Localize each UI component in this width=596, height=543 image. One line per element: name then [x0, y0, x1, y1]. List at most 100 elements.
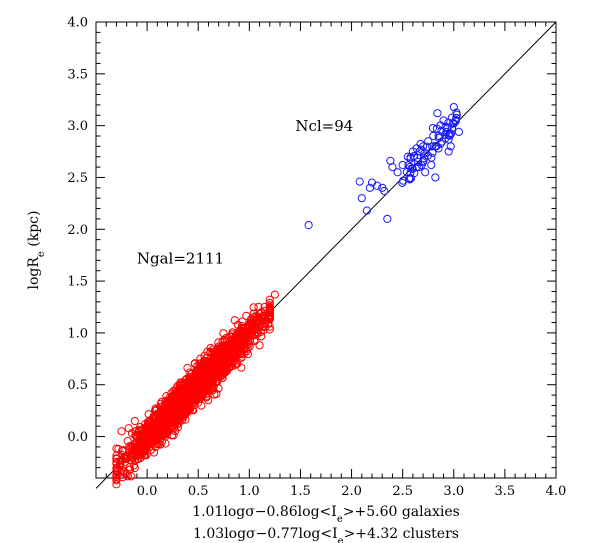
- clusters-point: [447, 113, 456, 122]
- galaxies-point: [155, 435, 164, 445]
- clusters-point: [417, 161, 426, 170]
- galaxies-point: [253, 329, 263, 338]
- galaxies-point: [237, 353, 246, 362]
- galaxies-point: [202, 392, 211, 401]
- clusters-point: [355, 177, 364, 186]
- clusters-point: [427, 160, 436, 170]
- galaxies-point: [223, 359, 233, 368]
- galaxies-point: [174, 386, 183, 395]
- clusters-point: [437, 137, 447, 146]
- x-tick-label: 1.0: [239, 484, 260, 499]
- galaxies-point: [191, 368, 200, 377]
- galaxies-point: [217, 366, 226, 375]
- series-clusters: [304, 102, 463, 230]
- clusters-point: [393, 168, 402, 177]
- galaxies-point: [183, 393, 193, 402]
- x-axis-label-line2: 1.03logσ−0.77log<Ie>+4.32 clusters: [193, 526, 459, 543]
- galaxies-point: [112, 480, 121, 489]
- clusters-point: [406, 162, 415, 172]
- clusters-point: [424, 137, 433, 146]
- galaxies-point: [121, 453, 131, 462]
- annotations: Ngal=2111 Ncl=94: [137, 117, 353, 268]
- clusters-point: [415, 147, 424, 156]
- x-tick-label: 1.5: [290, 484, 311, 499]
- x-tick-label: 4.0: [546, 484, 567, 499]
- galaxies-point: [121, 457, 130, 467]
- galaxies-point: [189, 388, 198, 397]
- axis-labels: 1.01logσ−0.86log<Ie>+5.60 galaxies1.03lo…: [26, 210, 460, 543]
- galaxies-point: [202, 372, 212, 381]
- clusters-point: [380, 186, 389, 196]
- galaxies-point: [197, 392, 206, 401]
- galaxies-point: [112, 466, 121, 475]
- y-tick-label: 1.0: [67, 326, 88, 341]
- x-tick-label: 0.0: [137, 484, 158, 499]
- clusters-point: [452, 108, 461, 117]
- clusters-point: [428, 142, 437, 151]
- galaxies-point: [142, 426, 151, 435]
- clusters-point: [362, 206, 371, 215]
- galaxies-point: [129, 461, 139, 470]
- y-tick-label: 0.0: [67, 430, 88, 445]
- galaxies-point: [203, 373, 212, 382]
- clusters-point: [429, 131, 438, 141]
- clusters-point: [417, 145, 426, 154]
- clusters-point: [447, 124, 457, 133]
- galaxies-point: [176, 401, 185, 410]
- galaxies-point: [157, 410, 166, 419]
- galaxies-point: [265, 308, 274, 318]
- galaxies-point: [203, 347, 212, 356]
- galaxies-point: [176, 412, 186, 421]
- galaxies-point: [270, 290, 279, 299]
- clusters-point: [398, 160, 407, 170]
- galaxies-point: [223, 348, 232, 357]
- galaxies-point: [171, 414, 181, 423]
- galaxies-point: [256, 317, 265, 326]
- galaxies-point: [131, 447, 140, 456]
- x-tick-label: 3.5: [495, 484, 516, 499]
- galaxies-point: [112, 454, 121, 464]
- clusters-point: [406, 153, 415, 162]
- clusters-point: [357, 194, 366, 203]
- galaxies-point: [118, 446, 127, 456]
- galaxies-point: [228, 328, 237, 337]
- galaxies-point: [131, 427, 140, 436]
- clusters-point: [304, 221, 313, 230]
- clusters-point: [454, 127, 463, 136]
- y-tick-label: 4.0: [67, 16, 88, 31]
- galaxies-point: [243, 334, 253, 343]
- galaxies-point: [219, 360, 228, 369]
- galaxies-point: [237, 363, 246, 372]
- clusters-point: [373, 181, 382, 190]
- galaxies-point: [265, 298, 274, 308]
- y-tick-label: 3.0: [67, 119, 88, 134]
- galaxies-point: [201, 357, 210, 366]
- galaxies-point: [213, 360, 222, 369]
- galaxies-point: [123, 472, 132, 481]
- annotation-label: Ncl=94: [295, 117, 353, 135]
- galaxies-point: [205, 378, 214, 387]
- galaxies-point: [197, 374, 207, 384]
- galaxies-point: [236, 338, 245, 347]
- x-tick-label: 2.5: [392, 484, 413, 499]
- annotation-label: Ngal=2111: [137, 249, 224, 267]
- galaxies-point: [242, 311, 251, 320]
- galaxies-point: [230, 345, 239, 354]
- series-galaxies: [112, 290, 279, 489]
- galaxies-point: [265, 306, 274, 315]
- galaxies-point: [162, 399, 171, 408]
- clusters-point: [398, 178, 407, 187]
- galaxies-point: [238, 317, 247, 326]
- galaxies-point: [265, 301, 274, 310]
- galaxies-point: [154, 425, 163, 434]
- galaxies-point: [173, 389, 182, 398]
- galaxies-point: [265, 314, 274, 323]
- y-tick-label: 1.5: [67, 275, 88, 290]
- galaxies-point: [226, 357, 235, 366]
- galaxies-point: [208, 345, 217, 354]
- x-tick-label: 3.0: [443, 484, 464, 499]
- clusters-point: [431, 141, 440, 151]
- galaxies-point: [255, 341, 264, 350]
- y-tick-label: 2.5: [67, 171, 88, 186]
